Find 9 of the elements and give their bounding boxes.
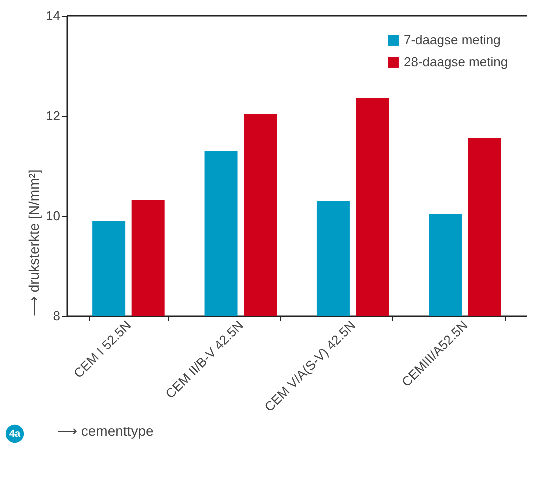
legend-label: 7-daagse meting (404, 32, 501, 48)
y-tick-label: 14 (46, 8, 60, 24)
y-tick-label: 12 (46, 108, 60, 124)
text: 4a (9, 429, 21, 440)
y-axis-title: ⟶ druksterkte [N/mm²] (26, 170, 42, 316)
y-tick-label: 10 (46, 208, 60, 224)
legend-label: 28-daagse meting (404, 54, 508, 70)
x-axis-title: ⟶ cementtype (58, 422, 154, 439)
y-tick-label: 8 (53, 308, 60, 324)
